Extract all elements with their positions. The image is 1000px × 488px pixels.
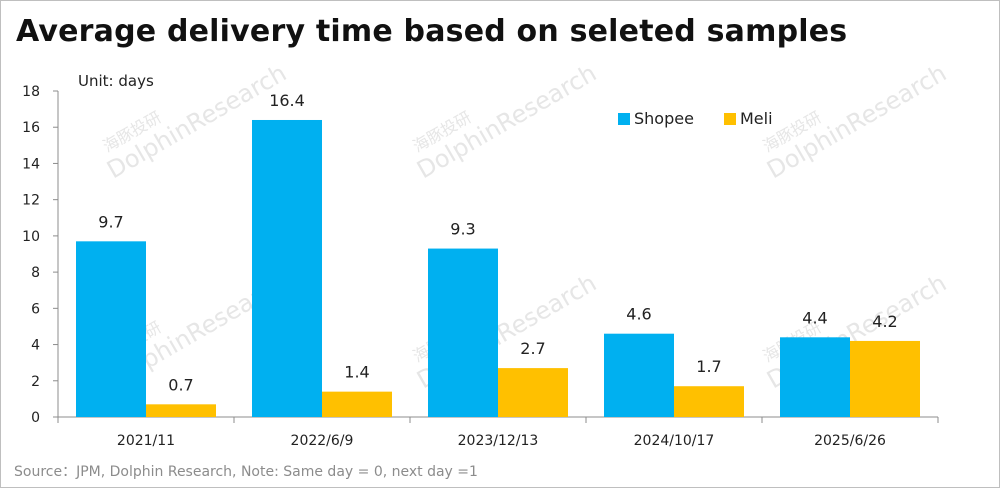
data-label-meli: 1.7: [696, 357, 721, 376]
bar-meli: [498, 368, 568, 417]
data-label-meli: 2.7: [520, 339, 545, 358]
x-tick-label: 2022/6/9: [291, 433, 354, 449]
x-tick-label: 2023/12/13: [458, 433, 539, 449]
data-label-shopee: 9.3: [450, 220, 475, 239]
source-note: Source：JPM, Dolphin Research, Note: Same…: [14, 464, 478, 480]
unit-label: Unit: days: [78, 72, 154, 90]
legend-label-shopee: Shopee: [634, 109, 694, 128]
data-label-shopee: 16.4: [269, 91, 305, 110]
legend-swatch-shopee: [618, 113, 630, 125]
y-tick-label: 18: [22, 84, 40, 100]
data-label-shopee: 9.7: [98, 212, 123, 231]
legend-swatch-meli: [724, 113, 736, 125]
bar-shopee: [428, 248, 498, 417]
data-label-meli: 0.7: [168, 375, 193, 394]
y-tick-label: 14: [22, 156, 40, 172]
bar-meli: [146, 404, 216, 417]
y-tick-label: 10: [22, 229, 40, 245]
x-tick-label: 2024/10/17: [634, 433, 715, 449]
bar-shopee: [780, 337, 850, 417]
legend: Shopee Meli: [618, 109, 773, 128]
data-label-shopee: 4.6: [626, 305, 651, 324]
data-label-meli: 4.2: [872, 312, 897, 331]
data-label-meli: 1.4: [344, 363, 369, 382]
y-tick-label: 8: [31, 265, 40, 281]
x-tick-label: 2021/11: [117, 433, 175, 449]
chart-title: Average delivery time based on seleted s…: [16, 14, 848, 49]
y-tick-label: 2: [31, 374, 40, 390]
legend-label-meli: Meli: [740, 109, 773, 128]
bar-meli: [850, 340, 920, 417]
y-tick-label: 16: [22, 120, 40, 136]
bar-meli: [674, 386, 744, 417]
x-tick-label: 2025/6/26: [814, 433, 886, 449]
bar-meli: [322, 391, 392, 417]
bar-shopee: [604, 333, 674, 417]
y-tick-label: 6: [31, 301, 40, 317]
bar-shopee: [76, 241, 146, 417]
y-tick-label: 12: [22, 193, 40, 209]
bars: [76, 119, 920, 417]
bar-shopee: [252, 119, 322, 417]
data-labels: 9.7 16.4 9.3 4.6 4.4 0.7 1.4 2.7 1.7 4.2: [98, 91, 897, 394]
y-tick-label: 0: [31, 410, 40, 426]
y-tick-label: 4: [31, 338, 40, 354]
data-label-shopee: 4.4: [802, 308, 827, 327]
